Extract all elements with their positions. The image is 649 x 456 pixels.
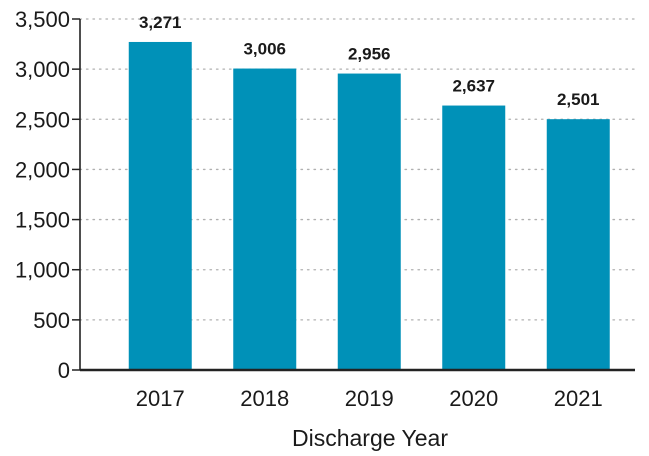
- x-tick-label: 2017: [136, 386, 185, 411]
- bar-value-label: 2,637: [452, 77, 495, 96]
- y-tick-label: 0: [58, 358, 70, 383]
- y-tick-label: 500: [33, 308, 70, 333]
- x-tick-label: 2018: [240, 386, 289, 411]
- x-axis-title: Discharge Year: [292, 425, 448, 451]
- y-tick-label: 1,000: [15, 258, 70, 283]
- bar-2019: [337, 73, 401, 371]
- bar-value-label: 2,501: [557, 90, 600, 109]
- bar-value-label: 2,956: [348, 45, 391, 64]
- bar-value-label: 3,271: [139, 13, 182, 32]
- x-axis-tick-labels: 2017 2018 2019 2020 2021: [136, 386, 603, 411]
- bar-2017: [128, 41, 192, 371]
- bar-2020: [442, 105, 506, 370]
- bar-value-labels: 3,271 3,006 2,956 2,637 2,501: [139, 13, 600, 109]
- x-tick-label: 2020: [449, 386, 498, 411]
- axes: [72, 18, 635, 372]
- bar-value-label: 3,006: [243, 40, 286, 59]
- y-tick-label: 2,500: [15, 107, 70, 132]
- y-axis-tick-labels: 0 500 1,000 1,500 2,000 2,500 3,000 3,500: [15, 7, 70, 383]
- y-tick-label: 2,000: [15, 157, 70, 182]
- y-tick-label: 3,000: [15, 57, 70, 82]
- y-tick-label: 1,500: [15, 208, 70, 233]
- x-tick-label: 2019: [345, 386, 394, 411]
- y-tick-label: 3,500: [15, 7, 70, 32]
- bar-2021: [546, 119, 610, 370]
- bars: [128, 41, 610, 371]
- x-tick-label: 2021: [554, 386, 603, 411]
- bar-2018: [233, 68, 297, 371]
